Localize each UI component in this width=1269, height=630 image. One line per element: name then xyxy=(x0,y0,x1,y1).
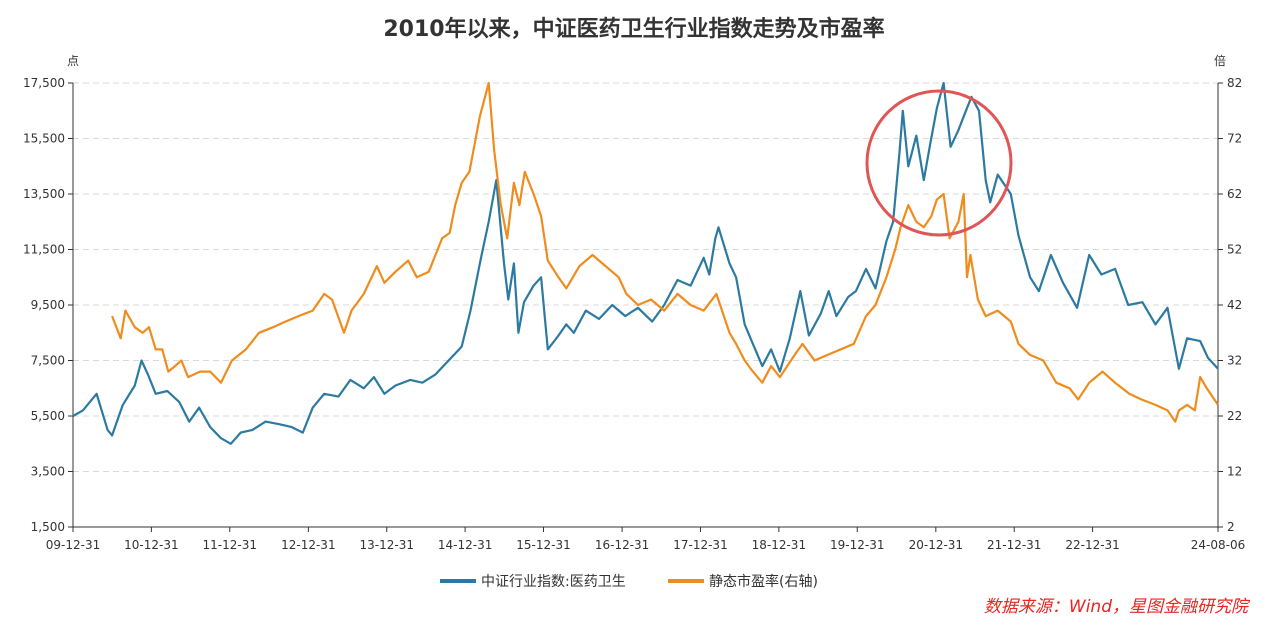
x-tick-label: 10-12-31 xyxy=(124,538,178,552)
left-tick-label: 17,500 xyxy=(23,76,65,90)
right-tick-label: 62 xyxy=(1227,187,1242,201)
x-tick-label: 11-12-31 xyxy=(203,538,257,552)
x-tick-label: 18-12-31 xyxy=(752,538,806,552)
right-tick-label: 2 xyxy=(1227,520,1235,534)
left-tick-label: 1,500 xyxy=(31,520,65,534)
series-line-pe xyxy=(111,81,1219,423)
left-tick-label: 5,500 xyxy=(31,409,65,423)
x-tick-label: 09-12-31 xyxy=(46,538,100,552)
left-tick-label: 11,500 xyxy=(23,243,65,257)
x-tick-label: 20-12-31 xyxy=(909,538,963,552)
series-lines xyxy=(72,81,1219,445)
right-tick-label: 12 xyxy=(1227,465,1242,479)
x-tick-label: 17-12-31 xyxy=(673,538,727,552)
legend-label-index: 中证行业指数:医药卫生 xyxy=(481,574,626,590)
left-tick-label: 9,500 xyxy=(31,298,65,312)
legend-label-pe: 静态市盈率(右轴) xyxy=(709,573,818,590)
x-tick-label: 15-12-31 xyxy=(516,538,570,552)
x-tick-label: 24-08-06 xyxy=(1191,538,1245,552)
left-tick-label: 13,500 xyxy=(23,187,65,201)
right-tick-label: 82 xyxy=(1227,76,1242,90)
left-axis: 1,500 3,500 5,500 7,500 9,500 11,500 13,500 15,… xyxy=(23,76,74,534)
source-note: 数据来源：Wind，星图金融研究院 xyxy=(984,597,1251,617)
x-tick-label: 21-12-31 xyxy=(987,538,1041,552)
highlight-circle xyxy=(865,89,1013,237)
x-tick-label: 16-12-31 xyxy=(595,538,649,552)
grid-lines xyxy=(73,82,1218,472)
x-tick-label: 14-12-31 xyxy=(438,538,492,552)
x-axis: 09-12-31 10-12-31 11-12-31 12-12-31 13-12-31… xyxy=(46,526,1245,552)
right-axis-unit: 倍 xyxy=(1214,53,1226,68)
x-tick-label: 13-12-31 xyxy=(360,538,414,552)
x-tick-label: 19-12-31 xyxy=(830,538,884,552)
left-tick-label: 3,500 xyxy=(31,465,65,479)
x-tick-label: 22-12-31 xyxy=(1065,538,1119,552)
right-tick-label: 32 xyxy=(1227,354,1242,368)
right-axis: 2 12 22 32 42 52 62 72 82 xyxy=(1217,76,1242,534)
series-line-index xyxy=(72,81,1219,445)
legend: 中证行业指数:医药卫生 静态市盈率(右轴) xyxy=(440,573,818,590)
right-tick-label: 72 xyxy=(1227,132,1242,146)
x-tick-label: 12-12-31 xyxy=(281,538,335,552)
left-axis-unit: 点 xyxy=(67,54,79,68)
right-tick-label: 52 xyxy=(1227,243,1242,257)
chart-title: 2010年以来，中证医药卫生行业指数走势及市盈率 xyxy=(383,16,884,42)
right-tick-label: 22 xyxy=(1227,409,1242,423)
right-tick-label: 42 xyxy=(1227,298,1242,312)
left-tick-label: 15,500 xyxy=(23,132,65,146)
left-tick-label: 7,500 xyxy=(31,354,65,368)
